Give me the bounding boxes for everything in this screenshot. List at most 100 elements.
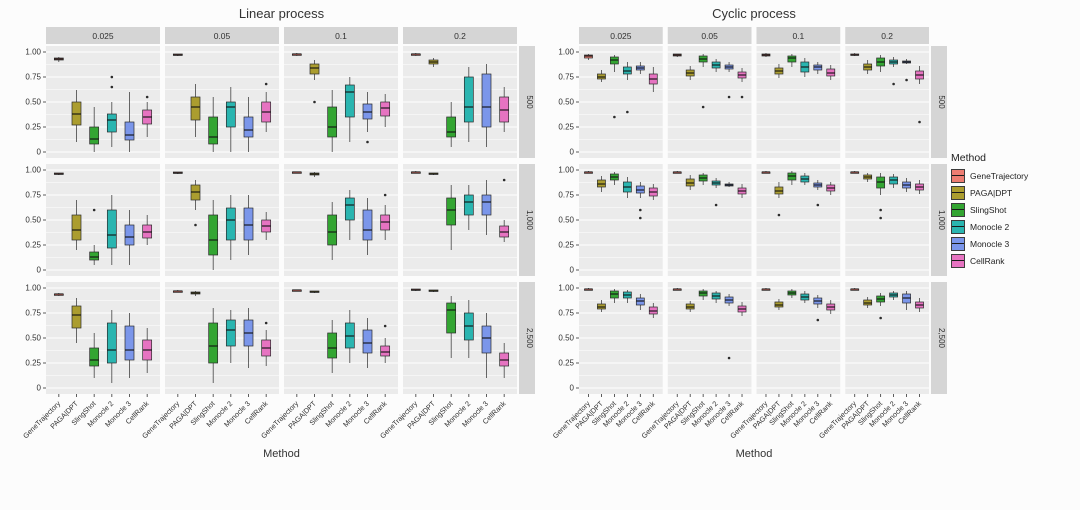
box-Monocle 2 — [225, 87, 236, 152]
box-SlingShot — [876, 293, 886, 320]
facet-col-label: 0.1 — [792, 31, 804, 41]
box-SlingShot — [208, 308, 219, 383]
outlier-point — [145, 95, 149, 99]
box-SlingShot — [787, 171, 797, 185]
box-GeneTrajectory — [850, 171, 860, 174]
y-tick-label: 0.50 — [558, 216, 574, 225]
box-CellRank — [648, 303, 658, 318]
facet — [845, 164, 929, 276]
box-Monocle 3 — [724, 62, 734, 99]
facet-col-label: 0.05 — [701, 31, 718, 41]
y-tick-label: 0.25 — [558, 359, 574, 368]
linear-process-chart: 0.025 0.05 0.1 0.250000.250.500.751.001,000… — [21, 27, 535, 440]
box-Monocle 2 — [800, 173, 810, 185]
y-tick-label: 0.50 — [558, 334, 574, 343]
box-Monocle 3 — [635, 294, 645, 310]
facet-col-label: 0.05 — [214, 31, 231, 41]
box-SlingShot — [208, 200, 219, 270]
box-PAGA|DPT — [685, 175, 695, 190]
facet-col-strip — [165, 27, 279, 44]
y-tick-label: 0.75 — [558, 73, 574, 82]
box-Monocle 3 — [813, 180, 823, 207]
box-Monocle 3 — [481, 313, 492, 378]
box-GeneTrajectory — [172, 53, 183, 56]
facet-col-label: 0.025 — [92, 31, 114, 41]
facet-col-strip — [579, 27, 663, 44]
box-PAGA|DPT — [863, 60, 873, 74]
facet — [579, 46, 663, 158]
box-Monocle 3 — [813, 62, 823, 74]
outlier-point — [740, 95, 744, 99]
legend-swatch — [951, 237, 965, 251]
box-Monocle 3 — [481, 180, 492, 235]
box-CellRank — [499, 343, 510, 378]
y-tick-label: 0.25 — [558, 123, 574, 132]
box-PAGA|DPT — [774, 299, 784, 310]
box-Monocle 2 — [106, 75, 117, 147]
box-Monocle 2 — [344, 77, 355, 142]
facet-col-label: 0.025 — [610, 31, 632, 41]
legend-swatch — [951, 254, 965, 268]
box-GeneTrajectory — [291, 53, 302, 56]
box-Monocle 2 — [106, 195, 117, 265]
box-PAGA|DPT — [774, 64, 784, 78]
x-axis-label-linear: Method — [263, 448, 300, 460]
box-PAGA|DPT — [428, 289, 439, 292]
box-Monocle 3 — [635, 62, 645, 74]
outlier-point — [879, 316, 882, 320]
y-tick-label: 0.50 — [25, 216, 41, 225]
outlier-point — [366, 140, 369, 144]
box-Monocle 3 — [124, 92, 135, 152]
box-CellRank — [142, 95, 153, 137]
box-Monocle 3 — [635, 182, 645, 220]
box-SlingShot — [446, 296, 457, 358]
outlier-point — [892, 82, 895, 86]
facet-row-strip — [931, 282, 947, 394]
box-SlingShot — [876, 55, 886, 72]
box-GeneTrajectory — [172, 290, 183, 293]
y-tick-label: 0.75 — [558, 191, 574, 200]
box-SlingShot — [89, 208, 100, 265]
y-tick-label: 1.00 — [558, 166, 574, 175]
legend-item-label: SlingShot — [970, 205, 1007, 215]
outlier-point — [905, 78, 908, 82]
outlier-point — [383, 193, 387, 197]
y-tick-label: 0.75 — [25, 309, 41, 318]
y-tick-label: 0.50 — [25, 334, 41, 343]
facet — [165, 282, 279, 394]
box-SlingShot — [446, 102, 457, 147]
facet — [403, 164, 517, 276]
y-tick-label: 1.00 — [25, 48, 41, 57]
outlier-point — [727, 95, 731, 99]
box-CellRank — [380, 193, 391, 240]
legend-item: PAGA|DPT — [951, 186, 1077, 200]
box-Monocle 3 — [813, 295, 823, 322]
linear-process-panel: Linear process 0.025 0.05 0.1 0.2 500 0 0.25 0.… — [0, 4, 535, 460]
box-Monocle 2 — [711, 178, 721, 207]
x-axis-label-cyclic: Method — [735, 448, 773, 460]
box-Monocle 3 — [362, 198, 373, 255]
box-CellRank — [142, 215, 153, 245]
outlier-point — [816, 318, 820, 322]
facet-row-strip — [931, 46, 947, 158]
box-SlingShot — [610, 289, 619, 303]
facet-col-strip — [667, 27, 752, 44]
outlier-point — [701, 105, 705, 109]
box-SlingShot — [208, 97, 219, 152]
facet — [667, 164, 752, 276]
y-tick-label: 1.00 — [558, 48, 574, 57]
outlier-point — [879, 208, 882, 212]
facet — [756, 46, 841, 158]
box-Monocle 2 — [622, 177, 632, 198]
y-tick-label: 0 — [570, 384, 575, 393]
box-PAGA|DPT — [71, 90, 82, 142]
facet — [845, 46, 929, 158]
legend-item-label: Monocle 2 — [970, 222, 1010, 232]
box-CellRank — [261, 321, 272, 366]
box-PAGA|DPT — [685, 301, 695, 312]
facet-row-strip — [519, 46, 535, 158]
box-PAGA|DPT — [71, 298, 82, 343]
box-GeneTrajectory — [672, 288, 682, 291]
box-GeneTrajectory — [584, 171, 593, 174]
box-GeneTrajectory — [584, 288, 593, 291]
